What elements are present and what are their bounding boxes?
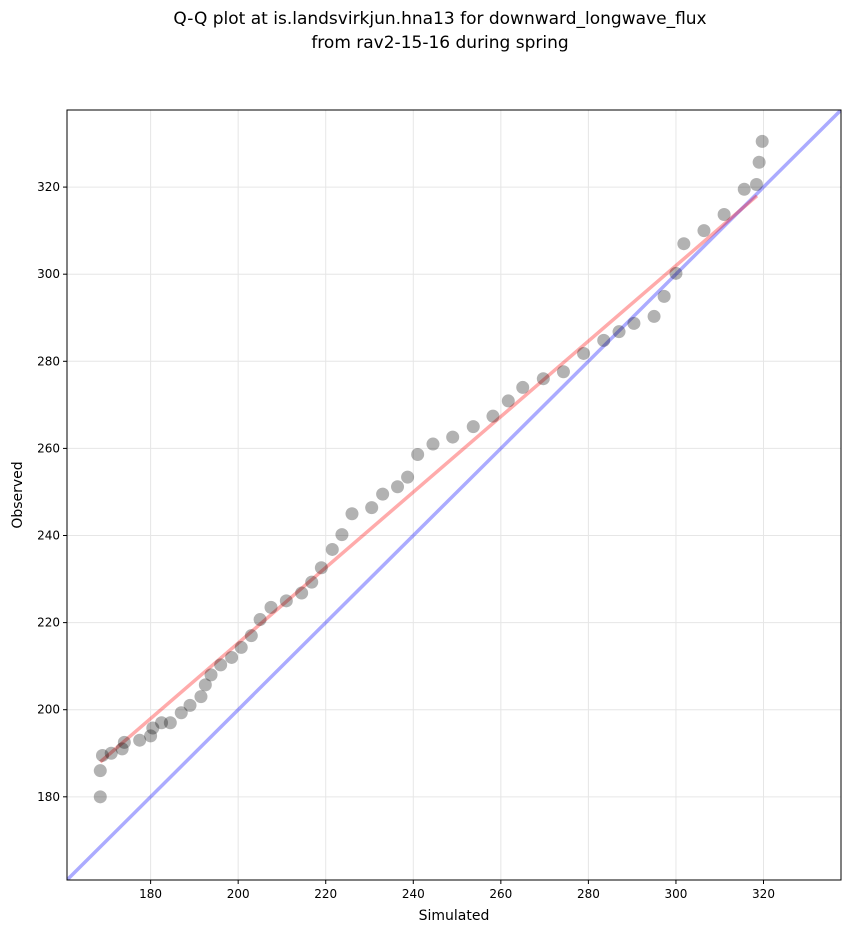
- data-point: [314, 561, 328, 575]
- chart-title-line2: from rav2-15-16 during spring: [311, 33, 568, 53]
- x-tick-label: 220: [314, 887, 337, 901]
- chart-title-line1: Q-Q plot at is.landsvirkjun.hna13 for do…: [173, 9, 706, 29]
- data-point: [577, 346, 591, 360]
- data-point: [163, 716, 177, 730]
- data-point: [264, 600, 278, 614]
- data-point: [752, 155, 766, 169]
- fit-line: [99, 194, 759, 764]
- x-tick-label: 320: [752, 887, 775, 901]
- data-point: [279, 594, 293, 608]
- data-points: [93, 134, 769, 804]
- data-point: [234, 640, 248, 654]
- data-point: [677, 237, 691, 251]
- data-point: [295, 586, 309, 600]
- data-point: [325, 542, 339, 556]
- data-point: [391, 480, 405, 494]
- y-tick-label: 300: [37, 267, 60, 281]
- x-tick-label: 280: [577, 887, 600, 901]
- data-point: [155, 716, 169, 730]
- data-point: [657, 289, 671, 303]
- data-point: [93, 790, 107, 804]
- data-point: [750, 177, 764, 191]
- y-tick-label: 200: [37, 703, 60, 717]
- data-point: [244, 629, 258, 643]
- data-point: [627, 316, 641, 330]
- data-point: [556, 365, 570, 379]
- axis-ticks: 180 200 220 240 260 280 300 320 180 200 220 240 260 2…: [37, 180, 775, 901]
- data-point: [612, 325, 626, 339]
- y-tick-label: 220: [37, 616, 60, 630]
- data-point: [597, 333, 611, 347]
- x-tick-label: 300: [665, 887, 688, 901]
- x-tick-label: 180: [139, 887, 162, 901]
- data-point: [411, 447, 425, 461]
- data-point: [133, 733, 147, 747]
- data-point: [737, 182, 751, 196]
- reference-lines: [67, 110, 841, 880]
- data-point: [144, 729, 158, 743]
- data-point: [253, 613, 267, 627]
- y-tick-label: 280: [37, 354, 60, 368]
- data-point: [198, 678, 212, 692]
- data-point: [104, 746, 118, 760]
- data-point: [305, 575, 319, 589]
- y-tick-label: 240: [37, 529, 60, 543]
- data-point: [466, 420, 480, 434]
- data-point: [401, 470, 415, 484]
- data-point: [426, 437, 440, 451]
- y-axis-label: Observed: [10, 461, 26, 528]
- identity-line: [67, 110, 841, 880]
- data-point: [115, 742, 129, 756]
- data-point: [183, 698, 197, 712]
- data-point: [647, 309, 661, 323]
- data-point: [697, 224, 711, 238]
- data-point: [717, 208, 731, 222]
- data-point: [446, 430, 460, 444]
- x-tick-label: 200: [227, 887, 250, 901]
- data-point: [194, 690, 208, 704]
- data-point: [214, 658, 228, 672]
- x-tick-label: 260: [489, 887, 512, 901]
- data-point: [345, 507, 359, 521]
- data-point: [516, 380, 530, 394]
- data-point: [376, 487, 390, 501]
- y-tick-label: 260: [37, 441, 60, 455]
- data-point: [146, 721, 160, 735]
- data-point: [335, 528, 349, 542]
- data-point: [174, 706, 188, 720]
- data-point: [93, 764, 107, 778]
- data-point: [501, 394, 515, 408]
- y-tick-label: 320: [37, 180, 60, 194]
- data-point: [486, 409, 500, 423]
- data-point: [669, 266, 683, 280]
- grid: [67, 110, 841, 880]
- y-tick-label: 180: [37, 790, 60, 804]
- plot-frame: [66, 109, 842, 881]
- data-point: [204, 668, 218, 682]
- data-point: [225, 650, 239, 664]
- x-tick-label: 240: [402, 887, 425, 901]
- data-point: [755, 134, 769, 148]
- x-axis-label: Simulated: [419, 908, 490, 924]
- data-point: [117, 735, 131, 749]
- data-point: [536, 372, 550, 386]
- data-point: [365, 501, 379, 515]
- data-point: [95, 748, 109, 762]
